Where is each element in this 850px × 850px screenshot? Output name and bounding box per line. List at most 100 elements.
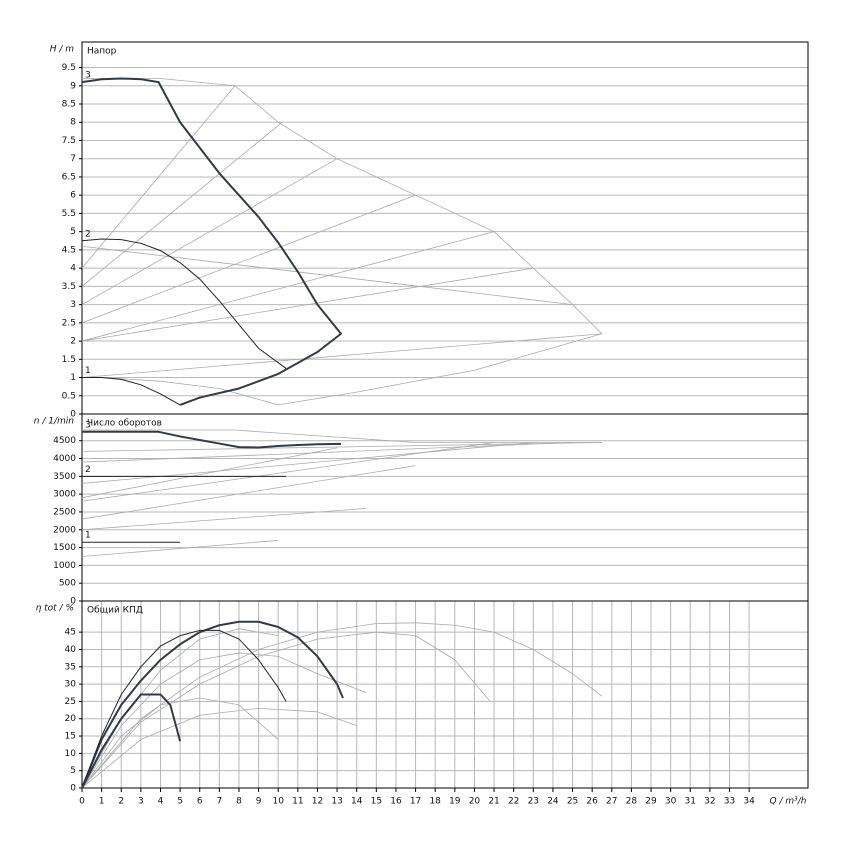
curve: [81, 465, 416, 520]
y-tick-label: 4.5: [62, 245, 76, 255]
x-tick-label: 3: [138, 797, 144, 807]
panel-title: Число оборотов: [87, 419, 162, 429]
y-tick-label: 2.5: [62, 318, 76, 328]
curve: [81, 629, 287, 789]
curve: [81, 693, 182, 789]
y-tick-label: 4: [70, 264, 76, 274]
x-tick-label: 33: [724, 797, 735, 807]
x-tick-label: 16: [390, 797, 402, 807]
x-tick-label: 2: [118, 797, 124, 807]
y-tick-label: 25: [65, 697, 76, 707]
panel-title: Общий КПД: [87, 606, 143, 616]
y-tick-label: 6: [70, 191, 76, 201]
y-tick-label: 2000: [53, 525, 76, 535]
y-tick-label: 6.5: [62, 172, 76, 182]
curve: [81, 77, 343, 406]
x-tick-label: 31: [685, 797, 696, 807]
x-tick-label: 25: [567, 797, 578, 807]
curve: [81, 245, 573, 305]
x-tick-label: 12: [312, 797, 323, 807]
y-tick-label: 5: [70, 766, 76, 776]
x-tick-label: 17: [410, 797, 421, 807]
y-tick-label: 500: [59, 579, 76, 589]
x-tick-label: 23: [528, 797, 539, 807]
x-tick-label: 27: [606, 797, 617, 807]
y-tick-label: 2: [70, 337, 76, 347]
curve: [82, 377, 181, 406]
x-tick-label: 8: [236, 797, 242, 807]
x-tick-label: 10: [272, 797, 284, 807]
y-tick-label: 0: [70, 410, 76, 420]
curve: [81, 333, 603, 378]
y-tick-label: 2500: [53, 507, 76, 517]
x-tick-label: 26: [586, 797, 598, 807]
curve: [81, 507, 367, 531]
y-tick-label: 7: [70, 154, 76, 164]
curve: [82, 430, 342, 449]
y-tick-label: 1.5: [62, 355, 76, 365]
curve-label: 2: [85, 229, 91, 239]
x-tick-label: 19: [449, 797, 461, 807]
y-tick-label: 20: [65, 714, 77, 724]
y-tick-label: 0.5: [62, 391, 76, 401]
y-tick-label: 3000: [53, 490, 76, 500]
plot-frame: [81, 41, 809, 415]
x-tick-label: 0: [79, 797, 85, 807]
curve: [82, 429, 602, 443]
curve: [81, 631, 491, 789]
y-tick-label: 5.5: [62, 209, 76, 219]
y-tick-label: 30: [65, 680, 77, 690]
x-tick-label: 18: [429, 797, 441, 807]
x-tick-label: 28: [626, 797, 638, 807]
y-tick-label: 5: [70, 227, 76, 237]
y-tick-label: 4500: [53, 436, 76, 446]
y-tick-label: 15: [65, 732, 76, 742]
curve-label: 2: [85, 465, 91, 475]
y-axis-label: η tot / %: [36, 604, 74, 614]
x-tick-label: 5: [177, 797, 183, 807]
curve: [81, 442, 534, 484]
y-tick-label: 4000: [53, 454, 76, 464]
curve: [81, 194, 416, 324]
curve-label: 3: [85, 420, 91, 430]
y-tick-label: 45: [65, 628, 76, 638]
y-tick-label: 35: [65, 662, 76, 672]
x-tick-label: 34: [743, 797, 755, 807]
curve: [81, 158, 338, 305]
curve: [81, 540, 279, 557]
curve: [81, 620, 344, 789]
x-tick-label: 15: [371, 797, 382, 807]
curve: [81, 238, 287, 369]
plot-frame: [81, 413, 809, 602]
y-tick-label: 9.5: [62, 63, 76, 73]
y-tick-label: 3.5: [62, 282, 76, 292]
y-tick-label: 8.5: [62, 100, 76, 110]
y-tick-label: 8: [70, 118, 76, 128]
curve: [81, 442, 602, 452]
x-tick-label: 22: [508, 797, 519, 807]
x-tick-label: 20: [469, 797, 481, 807]
y-tick-label: 1500: [53, 543, 76, 553]
curve: [81, 267, 534, 342]
curve: [81, 697, 279, 789]
curve: [81, 442, 495, 502]
curve-label: 1: [85, 531, 91, 541]
y-tick-label: 1000: [53, 561, 76, 571]
x-tick-label: 4: [158, 797, 164, 807]
y-tick-label: 0: [70, 597, 76, 607]
y-tick-label: 3: [70, 300, 76, 310]
curve: [81, 622, 603, 789]
x-tick-label: 7: [216, 797, 222, 807]
x-tick-label: 24: [547, 797, 559, 807]
y-tick-label: 3500: [53, 472, 76, 482]
x-tick-label: 21: [488, 797, 499, 807]
y-axis-label: n / 1/min: [34, 417, 74, 427]
curve: [81, 707, 357, 789]
x-tick-label: 13: [331, 797, 342, 807]
x-tick-label: 30: [665, 797, 677, 807]
curve: [81, 231, 495, 342]
curve-label: 3: [85, 71, 91, 81]
curve: [81, 652, 367, 789]
x-axis-label: Q / m³/h: [770, 797, 807, 807]
x-tick-label: 32: [704, 797, 715, 807]
